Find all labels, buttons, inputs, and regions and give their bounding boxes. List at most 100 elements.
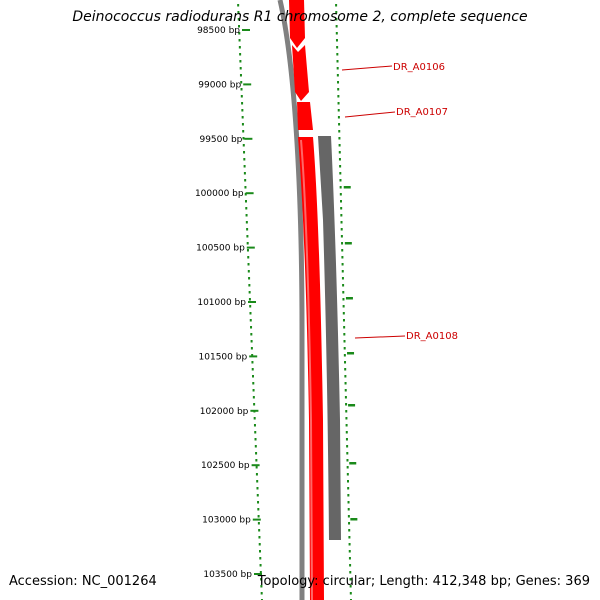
gc-skew-dot: [337, 81, 340, 84]
gc-skew-dot: [252, 396, 255, 399]
gc-skew-dot: [251, 354, 254, 357]
gc-skew-dot: [339, 165, 342, 168]
ruler-tick-label: 101500 bp: [199, 352, 248, 362]
gc-skew-dot: [344, 361, 347, 364]
gc-skew-dot: [239, 74, 242, 77]
gc-skew-dot: [238, 25, 240, 28]
ruler-tick-label: 99000 bp: [198, 80, 241, 90]
gc-skew-dot: [349, 578, 352, 581]
gc-skew-dot: [241, 102, 244, 105]
gc-skew-dot: [252, 375, 254, 378]
ruler-tick-label: 101000 bp: [197, 298, 246, 308]
ruler-tick-label: 98500 bp: [197, 26, 240, 36]
gc-skew-dot: [255, 459, 258, 462]
gc-skew-dot: [259, 564, 262, 567]
ruler-tick-label: 102500 bp: [201, 461, 250, 471]
gc-skew-dot: [253, 424, 256, 427]
gc-skew-dot: [343, 326, 346, 329]
gc-skew-dot: [344, 382, 347, 385]
gc-skew-dot: [259, 550, 261, 553]
gc-skew-dot: [347, 508, 350, 511]
gc-skew-dot: [257, 508, 260, 511]
gc-skew-dot: [251, 368, 254, 371]
gc-skew-dot: [345, 438, 348, 441]
gc-skew-dot: [338, 151, 341, 154]
accession-text: Accession: NC_001264: [9, 574, 157, 589]
gc-skew-dot: [348, 529, 351, 532]
gc-skew-dot: [242, 130, 245, 133]
gc-skew-dot: [258, 543, 261, 546]
gc-skew-dot: [244, 179, 247, 182]
gc-skew-track: [237, 4, 358, 600]
gc-skew-dot: [346, 445, 349, 448]
genome-info-text: Topology: circular; Length: 412,348 bp; …: [257, 574, 590, 589]
gc-skew-dot: [245, 200, 247, 203]
gc-skew-dot: [347, 501, 350, 504]
gc-skew-dot: [348, 522, 351, 525]
ruler-tick-label: 102000 bp: [200, 407, 249, 417]
gc-skew-dot: [342, 319, 345, 322]
gc-skew-dot: [246, 235, 249, 238]
gc-skew-dot: [340, 235, 343, 238]
gc-skew-dot: [250, 347, 253, 350]
page-title: Deinococcus radiodurans R1 chromosome 2,…: [72, 9, 528, 25]
gc-skew-dot: [344, 368, 347, 371]
gene-label-dr-a0108: DR_A0108: [406, 331, 458, 342]
gc-skew-dot: [337, 109, 340, 112]
gc-skew-dot: [342, 298, 345, 301]
gc-skew-dot: [337, 88, 340, 91]
gc-skew-dot: [239, 67, 242, 70]
gc-skew-dot: [348, 536, 351, 539]
gc-skew-dot: [247, 270, 250, 273]
gc-skew-dot: [345, 424, 348, 427]
gc-skew-dot: [244, 186, 247, 189]
gc-skew-dot: [339, 172, 342, 175]
gc-skew-dot: [339, 179, 342, 182]
gc-skew-dot: [255, 473, 258, 476]
gc-skew-dot: [238, 46, 241, 49]
gc-skew-dot: [240, 95, 243, 98]
gc-skew-dot: [244, 193, 247, 196]
gc-skew-dot: [258, 536, 261, 539]
gc-skew-dot: [255, 452, 258, 455]
gc-skew-dot: [342, 305, 345, 308]
gc-skew-dot: [340, 200, 342, 203]
gc-skew-dot: [344, 389, 347, 392]
gc-skew-dot: [245, 214, 248, 217]
gc-skew-dot: [345, 431, 348, 434]
gc-skew-dot: [254, 431, 257, 434]
gc-skew-mark: [343, 186, 351, 189]
gc-skew-dot: [338, 130, 341, 133]
gc-skew-dot: [245, 207, 248, 210]
gc-skew-dot: [256, 487, 259, 490]
gc-skew-dot: [346, 473, 349, 476]
gc-skew-dot: [345, 403, 348, 406]
gc-skew-dot: [242, 137, 245, 140]
gc-skew-dot: [248, 284, 251, 287]
gc-skew-dot: [343, 354, 346, 357]
gc-skew-dot: [340, 214, 343, 217]
gc-skew-dot: [345, 417, 348, 420]
gc-skew-dot: [248, 291, 251, 294]
gc-skew-dot: [335, 18, 338, 21]
coordinate-ruler: 98500 bp 99000 bp 99500 bp 100000 bp 100500 …: [195, 26, 262, 580]
ruler-tick-label: 99500 bp: [199, 135, 242, 145]
gc-skew-dot: [338, 137, 341, 140]
gc-skew-dot: [247, 256, 250, 259]
gc-skew-dot: [335, 11, 338, 14]
gc-skew-dot: [348, 557, 351, 560]
gc-skew-dot: [342, 312, 345, 315]
gene-label-dr-a0106: DR_A0106: [393, 62, 445, 73]
gc-skew-dot: [335, 25, 338, 28]
gc-skew-dot: [243, 165, 246, 168]
gc-skew-dot: [336, 67, 339, 70]
gc-skew-dot: [238, 32, 241, 35]
gc-skew-dot: [348, 543, 351, 546]
gc-skew-dot: [343, 347, 346, 350]
gc-skew-dot: [238, 39, 241, 42]
gc-skew-dot: [346, 452, 349, 455]
gc-skew-dot: [341, 242, 344, 245]
gc-skew-dot: [248, 277, 251, 280]
gc-skew-dot: [342, 291, 345, 294]
gc-skew-dot: [336, 46, 339, 49]
